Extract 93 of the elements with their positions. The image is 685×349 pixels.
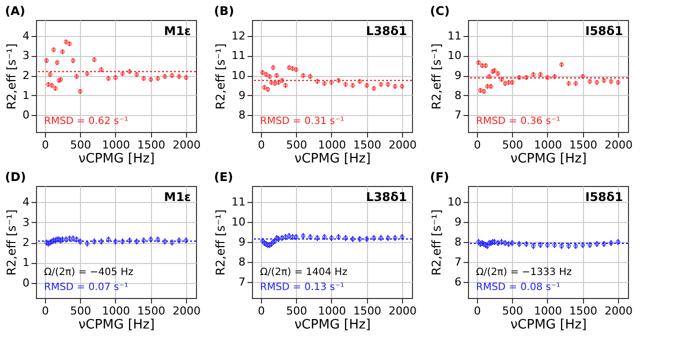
x-tick-label: 2000	[172, 304, 201, 318]
y-tick-label: 9	[454, 69, 462, 82]
annotation: L38δ1	[366, 190, 407, 204]
y-axis-title: R2,eff [s⁻¹]	[430, 209, 444, 276]
x-tick-label: 1500	[353, 138, 382, 152]
y-tick-label: 12	[232, 29, 246, 42]
y-axis-title: R2,eff [s⁻¹]	[214, 43, 228, 110]
x-tick-label: 0	[258, 304, 265, 318]
x-tick-label: 500	[502, 138, 524, 152]
y-tick-label: 11	[232, 196, 246, 208]
y-tick-label: 9	[454, 216, 462, 228]
chart-title: (A)	[5, 4, 26, 18]
y-tick-label: 9	[238, 236, 246, 248]
annotation: L38δ1	[366, 24, 407, 38]
y-tick-label: 10	[448, 49, 462, 62]
x-tick-label: 1500	[353, 304, 382, 318]
y-tick-label: 7	[454, 256, 462, 268]
y-tick-label: 1	[22, 88, 30, 102]
x-tick-label: 2000	[172, 138, 201, 152]
y-axis-title: R2,eff [s⁻¹]	[430, 43, 444, 110]
y-tick-label: 3	[22, 49, 30, 62]
x-tick-label: 1500	[569, 138, 598, 152]
y-tick-label: 0	[22, 276, 30, 290]
y-tick-label: 11	[232, 49, 246, 62]
x-tick-label: 2000	[388, 304, 417, 318]
x-tick-label: 1000	[534, 138, 562, 152]
y-tick-label: 9	[238, 88, 246, 102]
annotation: RMSD = 0.62 s⁻¹	[44, 116, 128, 127]
x-axis-title: νCPMG [Hz]	[510, 318, 587, 332]
annotation: Ω/(2π) = 1404 Hz	[260, 267, 348, 278]
chart-title: (F)	[430, 170, 450, 184]
chart-title: (D)	[5, 170, 26, 184]
y-tick-label: 11	[448, 29, 462, 42]
y-tick-label: 1	[22, 256, 30, 270]
y-tick-label: 4	[22, 196, 30, 209]
annotation: M1ε	[164, 190, 191, 204]
x-tick-label: 500	[502, 304, 524, 318]
y-tick-label: 8	[238, 108, 246, 122]
y-tick-label: 7	[454, 108, 462, 122]
x-axis-title: νCPMG [Hz]	[294, 318, 371, 332]
x-tick-label: 500	[70, 304, 92, 318]
x-tick-label: 1000	[534, 304, 562, 318]
x-axis-title: νCPMG [Hz]	[78, 318, 155, 332]
y-tick-label: 4	[22, 29, 30, 42]
annotation: RMSD = 0.36 s⁻¹	[476, 116, 560, 127]
y-tick-label: 2	[22, 236, 30, 250]
x-tick-label: 1000	[102, 138, 130, 152]
y-tick-label: 10	[448, 196, 462, 208]
y-tick-label: 10	[232, 216, 246, 228]
x-tick-label: 1500	[137, 304, 166, 318]
y-axis-title: R2,eff [s⁻¹]	[4, 209, 18, 276]
x-axis-title: νCPMG [Hz]	[510, 152, 587, 166]
y-tick-label: 0	[22, 108, 30, 122]
x-axis-title: νCPMG [Hz]	[78, 152, 155, 166]
x-tick-label: 1500	[569, 304, 598, 318]
annotation: I58δ1	[585, 190, 623, 204]
x-tick-label: 2000	[604, 138, 633, 152]
y-axis-title: R2,eff [s⁻¹]	[214, 209, 228, 276]
x-tick-label: 500	[70, 138, 92, 152]
x-tick-label: 2000	[388, 138, 417, 152]
x-tick-label: 0	[474, 304, 481, 318]
annotation: RMSD = 0.08 s⁻¹	[476, 282, 560, 293]
y-tick-label: 7	[238, 276, 246, 288]
x-tick-label: 500	[286, 304, 308, 318]
chart-title: (C)	[430, 4, 450, 18]
y-tick-label: 2	[22, 69, 30, 82]
annotation: RMSD = 0.13 s⁻¹	[260, 282, 344, 293]
x-tick-label: 1000	[318, 138, 346, 152]
x-tick-label: 500	[286, 138, 308, 152]
annotation: Ω/(2π) = −405 Hz	[44, 267, 134, 278]
x-tick-label: 0	[42, 304, 49, 318]
x-tick-label: 0	[258, 138, 265, 152]
x-tick-label: 1000	[318, 304, 346, 318]
annotation: Ω/(2π) = −1333 Hz	[476, 267, 572, 278]
y-tick-label: 3	[22, 216, 30, 229]
y-axis-title: R2,eff [s⁻¹]	[4, 43, 18, 110]
chart-title: (E)	[214, 170, 234, 184]
y-tick-label: 8	[454, 236, 462, 248]
x-tick-label: 2000	[604, 304, 633, 318]
annotation: RMSD = 0.07 s⁻¹	[44, 282, 128, 293]
annotation: I58δ1	[585, 24, 623, 38]
x-tick-label: 0	[474, 138, 481, 152]
y-tick-label: 6	[454, 276, 462, 288]
chart-title: (B)	[214, 4, 234, 18]
x-axis-title: νCPMG [Hz]	[294, 152, 371, 166]
annotation: RMSD = 0.31 s⁻¹	[260, 116, 344, 127]
x-tick-label: 1500	[137, 138, 166, 152]
x-tick-label: 1000	[102, 304, 130, 318]
annotation: M1ε	[164, 24, 191, 38]
x-tick-label: 0	[42, 138, 49, 152]
y-tick-label: 10	[232, 69, 246, 82]
y-tick-label: 8	[238, 256, 246, 268]
y-tick-label: 8	[454, 88, 462, 102]
